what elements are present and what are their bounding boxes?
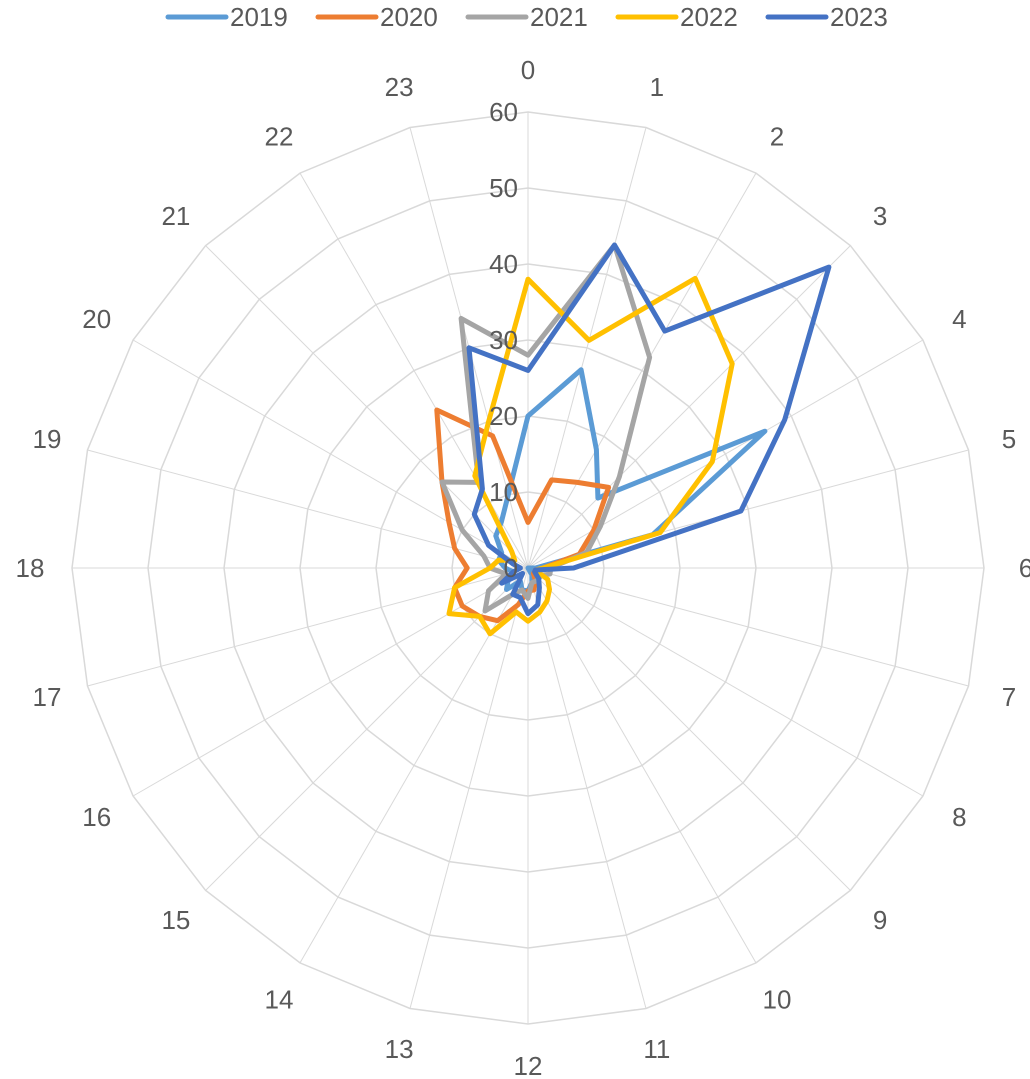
tick-label-20: 20 bbox=[489, 401, 518, 431]
spoke-2 bbox=[527, 172, 757, 569]
series-line-2021 bbox=[439, 242, 653, 614]
category-label-6: 6 bbox=[1019, 553, 1030, 583]
spoke-7 bbox=[527, 567, 969, 687]
category-label-5: 5 bbox=[1002, 424, 1016, 454]
category-label-15: 15 bbox=[161, 905, 190, 935]
category-label-1: 1 bbox=[650, 72, 664, 102]
category-label-8: 8 bbox=[952, 802, 966, 832]
category-label-23: 23 bbox=[385, 72, 414, 102]
category-label-10: 10 bbox=[763, 984, 792, 1014]
spoke-16 bbox=[132, 567, 529, 797]
spoke-21 bbox=[205, 245, 529, 569]
category-label-9: 9 bbox=[873, 905, 887, 935]
spoke-22 bbox=[299, 172, 529, 569]
tick-label-30: 30 bbox=[489, 325, 518, 355]
category-label-17: 17 bbox=[33, 682, 62, 712]
legend-label-2019: 2019 bbox=[230, 2, 288, 32]
legend-label-2022: 2022 bbox=[680, 2, 738, 32]
category-label-11: 11 bbox=[643, 1034, 670, 1064]
spoke-9 bbox=[527, 567, 851, 891]
spoke-15 bbox=[205, 567, 529, 891]
category-label-13: 13 bbox=[385, 1034, 414, 1064]
spoke-3 bbox=[527, 245, 851, 569]
radial-tick-labels: 0 10 20 30 40 50 60 bbox=[489, 97, 518, 583]
legend-item-2023: 2023 bbox=[765, 2, 888, 32]
category-label-3: 3 bbox=[873, 201, 887, 231]
tick-label-10: 10 bbox=[489, 477, 518, 507]
tick-label-50: 50 bbox=[489, 173, 518, 203]
category-label-12: 12 bbox=[514, 1051, 543, 1079]
series-line-2022 bbox=[446, 275, 735, 637]
spoke-19 bbox=[87, 449, 529, 569]
spoke-10 bbox=[527, 567, 757, 964]
legend-item-2021: 2021 bbox=[465, 2, 588, 32]
series-line-2023 bbox=[466, 242, 832, 617]
category-label-21: 21 bbox=[161, 201, 190, 231]
category-label-16: 16 bbox=[82, 802, 111, 832]
data-series bbox=[434, 242, 832, 637]
legend-item-2022: 2022 bbox=[615, 2, 738, 32]
legend-label-2020: 2020 bbox=[380, 2, 438, 32]
radar-spokes bbox=[72, 112, 984, 1024]
legend-label-2023: 2023 bbox=[830, 2, 888, 32]
spoke-1 bbox=[527, 127, 647, 569]
tick-label-40: 40 bbox=[489, 249, 518, 279]
spoke-8 bbox=[527, 567, 924, 797]
spoke-4 bbox=[527, 339, 924, 569]
category-label-0: 0 bbox=[521, 55, 535, 85]
category-label-14: 14 bbox=[265, 984, 294, 1014]
legend-item-2019: 2019 bbox=[165, 2, 288, 32]
spoke-14 bbox=[299, 567, 529, 964]
category-label-22: 22 bbox=[265, 122, 294, 152]
category-label-2: 2 bbox=[770, 122, 784, 152]
chart-legend: 2019 2020 2021 2022 2023 bbox=[165, 2, 888, 32]
spoke-11 bbox=[527, 567, 647, 1009]
legend-label-2021: 2021 bbox=[530, 2, 588, 32]
category-label-4: 4 bbox=[952, 304, 966, 334]
tick-label-0: 0 bbox=[504, 553, 518, 583]
legend-item-2020: 2020 bbox=[315, 2, 438, 32]
spoke-13 bbox=[409, 567, 529, 1009]
category-label-7: 7 bbox=[1002, 682, 1016, 712]
tick-label-60: 60 bbox=[489, 97, 518, 127]
category-label-19: 19 bbox=[33, 424, 62, 454]
category-label-20: 20 bbox=[82, 304, 111, 334]
category-label-18: 18 bbox=[16, 553, 45, 583]
